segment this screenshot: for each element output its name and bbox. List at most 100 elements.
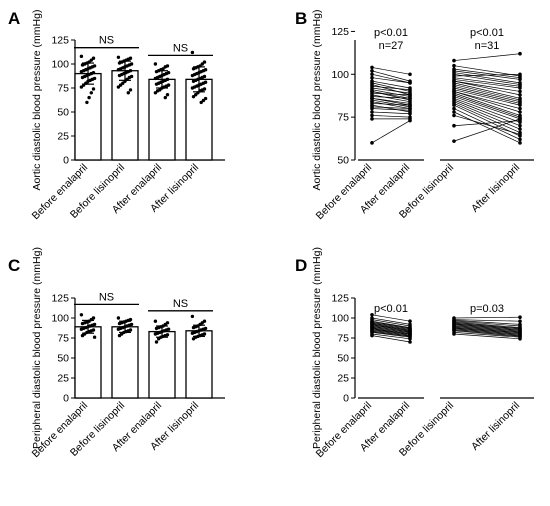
data-point	[203, 96, 208, 101]
paired-line	[453, 97, 521, 123]
data-point	[191, 67, 196, 71]
data-point	[116, 55, 121, 59]
paired-line	[371, 97, 411, 106]
data-point	[452, 332, 456, 336]
panel-letter: A	[8, 9, 20, 28]
paired-line	[371, 99, 411, 108]
data-point	[518, 51, 522, 56]
y-tick-label: 0	[63, 155, 69, 167]
data-point	[518, 106, 522, 111]
paired-line	[453, 333, 521, 340]
data-point	[80, 63, 85, 67]
data-point	[91, 56, 96, 60]
data-point	[518, 89, 522, 94]
bar	[185, 330, 213, 399]
y-tick-label: 50	[337, 353, 349, 365]
bar	[148, 330, 176, 399]
data-point	[518, 93, 522, 97]
data-point	[154, 326, 159, 331]
paired-line	[453, 327, 521, 334]
data-point	[190, 73, 195, 78]
data-point	[191, 337, 196, 341]
y-tick-label: 25	[337, 373, 349, 385]
paired-line	[371, 103, 411, 106]
data-point	[518, 86, 522, 90]
paired-line	[371, 87, 411, 94]
y-axis-label: Aortic diastolic blood pressure (mmHg)	[31, 10, 43, 191]
bar	[148, 78, 176, 161]
paired-line	[371, 326, 411, 333]
data-point	[408, 72, 412, 77]
paired-line	[371, 77, 411, 84]
paired-line	[453, 101, 521, 130]
data-point	[518, 110, 522, 114]
paired-line	[371, 108, 411, 111]
paired-line	[371, 324, 411, 332]
data-point	[155, 89, 160, 93]
data-point	[153, 319, 158, 323]
data-point	[80, 321, 85, 326]
data-point	[408, 93, 412, 97]
paired-line	[453, 323, 521, 330]
paired-line	[371, 327, 411, 334]
data-point	[117, 73, 122, 78]
data-point	[154, 82, 159, 86]
paired-line	[453, 316, 521, 319]
panel-d: D 0 25 50 75 100 125 Peripheral diastolic blood…	[295, 247, 534, 460]
y-axis-label: Peripheral diastolic blood pressure (mmH…	[31, 247, 43, 449]
data-point	[518, 103, 522, 107]
paired-line	[371, 89, 411, 97]
p-value-label: p=0.03	[470, 303, 504, 315]
paired-line	[371, 335, 411, 343]
p-value-label: p<0.01	[470, 27, 504, 39]
paired-line	[371, 322, 411, 330]
paired-line	[371, 85, 411, 91]
y-tick-label: 25	[57, 131, 69, 143]
data-point	[117, 321, 122, 326]
data-point	[165, 93, 170, 97]
paired-line	[453, 53, 521, 61]
data-point	[116, 316, 121, 320]
data-point	[153, 91, 158, 95]
data-point	[199, 100, 203, 105]
data-point	[408, 81, 412, 85]
data-point	[408, 103, 412, 107]
data-point	[163, 95, 167, 100]
data-point	[518, 77, 522, 82]
data-point	[163, 65, 167, 69]
paired-line	[453, 325, 521, 332]
paired-line	[453, 328, 521, 336]
data-point	[79, 54, 84, 59]
paired-line	[453, 326, 521, 333]
paired-line	[371, 321, 411, 329]
data-point	[190, 331, 195, 335]
y-axis-label: Peripheral diastolic blood pressure (mmH…	[311, 247, 323, 449]
paired-line	[371, 91, 411, 101]
data-point	[117, 333, 122, 338]
data-point	[408, 337, 412, 341]
bar	[111, 326, 139, 399]
y-tick-label: 50	[337, 155, 349, 167]
data-point	[87, 95, 91, 100]
y-tick-label: 50	[57, 353, 69, 365]
paired-line	[371, 101, 411, 109]
data-point	[191, 94, 196, 99]
data-point	[190, 314, 195, 319]
paired-line	[453, 72, 521, 84]
data-point	[127, 75, 132, 80]
y-tick-label: 125	[331, 293, 349, 305]
paired-line	[371, 104, 411, 113]
p-value-label: p<0.01	[374, 303, 408, 315]
paired-line	[453, 91, 521, 113]
paired-line	[371, 329, 411, 336]
paired-line	[371, 325, 411, 332]
data-point	[118, 83, 123, 87]
y-tick-label: 25	[57, 373, 69, 385]
paired-line	[453, 324, 521, 332]
paired-line	[453, 322, 521, 329]
paired-line	[453, 108, 521, 140]
data-point	[153, 62, 158, 66]
y-tick-label: 75	[57, 333, 69, 345]
y-tick-label: 75	[337, 333, 349, 345]
